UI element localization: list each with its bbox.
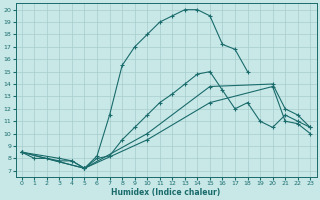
X-axis label: Humidex (Indice chaleur): Humidex (Indice chaleur) [111,188,221,197]
